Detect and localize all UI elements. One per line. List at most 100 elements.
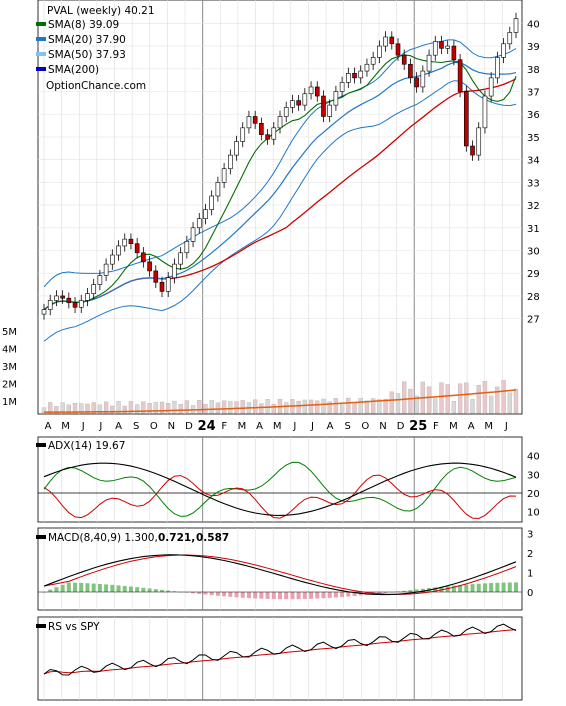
adx-label: ADX(14) 19.67 <box>48 440 125 452</box>
macd-hist-bar <box>482 583 487 592</box>
volume-bar <box>464 382 469 414</box>
panel-frame <box>37 616 523 701</box>
macd-hist-bar <box>85 583 90 592</box>
adx-tick-label: 30 <box>527 470 540 481</box>
volume-bar <box>184 400 189 414</box>
x-tick-label: A <box>468 421 475 432</box>
candle-body <box>321 95 326 117</box>
macd-hist-bar <box>54 587 59 592</box>
y-tick-label: 36 <box>527 110 540 121</box>
macd-hist-bar <box>203 592 208 595</box>
macd-hist-bar <box>234 592 239 598</box>
candle-body <box>451 45 457 61</box>
volume-bar <box>321 398 326 414</box>
macd-hist-bar <box>79 582 84 592</box>
volume-bar <box>327 401 332 414</box>
x-tick-label: O <box>150 421 158 432</box>
candle-body <box>165 277 171 292</box>
macd-hist-bar <box>333 592 338 598</box>
macd-hist-bar <box>514 582 518 592</box>
macd-hist-bar <box>116 585 121 592</box>
volume-bar <box>457 383 463 414</box>
macd-swatch <box>36 535 46 539</box>
macd-hist-bar <box>222 592 227 597</box>
x-tick-label: F <box>221 421 227 432</box>
candle-body <box>408 63 413 79</box>
x-tick-label: D <box>185 421 193 432</box>
candle-body <box>128 238 134 244</box>
volume-bar <box>265 399 270 414</box>
candle-body <box>153 270 159 283</box>
volume-bar <box>371 398 376 414</box>
x-tick-label: M <box>449 421 458 432</box>
macd-tick-label: 0 <box>527 588 533 599</box>
volume-bar <box>122 405 127 414</box>
candle-body <box>134 243 140 254</box>
y-tick-label: 30 <box>527 247 540 258</box>
volume-bar <box>253 399 258 414</box>
volume-bar <box>315 400 320 414</box>
volume-bar <box>482 381 488 414</box>
candle-body <box>91 284 96 294</box>
candle-body <box>377 45 382 58</box>
macd-hist-bar <box>302 592 307 599</box>
candle-body <box>495 57 500 79</box>
volume-bar <box>221 400 227 414</box>
volume-tick-label: 5M <box>2 327 17 338</box>
volume-bar <box>72 402 78 414</box>
macd-hist-bar <box>104 584 109 592</box>
volume-panel <box>41 380 519 414</box>
volume-bar <box>147 402 152 414</box>
macd-hist-bar <box>420 588 425 592</box>
candle-body <box>302 93 308 106</box>
candle-body <box>116 245 121 256</box>
macd-hist-bar <box>122 585 127 592</box>
candle-body <box>72 302 78 308</box>
macd-hist-bar <box>501 582 506 592</box>
candle-body <box>122 238 128 247</box>
candle-body <box>426 54 432 72</box>
candle-body <box>314 86 320 97</box>
candle-body <box>234 141 239 156</box>
volume-bar <box>110 405 115 414</box>
macd-hist-bar <box>197 592 202 594</box>
volume-bar <box>228 401 233 414</box>
macd-hist-bar <box>184 592 189 593</box>
volume-bar <box>48 402 53 414</box>
macd-hist-bar <box>476 583 481 592</box>
price-title: PVAL (weekly) 40.21 <box>47 5 155 17</box>
candle-body <box>432 41 438 56</box>
legend-sma50: SMA(50) 37.93 <box>48 49 126 61</box>
x-tick-label: F <box>433 421 439 432</box>
volume-bar <box>358 397 363 414</box>
macd-hist-bar <box>489 583 494 592</box>
volume-bar <box>166 403 171 414</box>
candle-body <box>457 59 463 92</box>
volume-bar <box>302 399 307 414</box>
minus-di-line <box>43 474 517 520</box>
macd-hist-bar <box>327 592 332 598</box>
candle-body <box>501 43 506 58</box>
volume-bar <box>271 403 276 414</box>
legend-sma20: SMA(20) 37.90 <box>48 34 126 46</box>
macd-label: MACD(8,40,9) 1.300, <box>48 532 158 544</box>
x-tick-label: J <box>81 421 85 432</box>
legend-sma8: SMA(8) 39.09 <box>48 19 119 31</box>
macd-hist-bar <box>135 587 140 592</box>
candle-body <box>85 293 90 301</box>
rs-panel <box>43 623 517 676</box>
macd-signal-line <box>43 554 517 595</box>
macd-hist-bar <box>321 592 326 599</box>
macd-hist-bar <box>110 584 115 592</box>
candle-body <box>265 134 270 140</box>
candle-body <box>209 195 214 210</box>
macd-hist-bar <box>66 582 71 592</box>
macd-hist-bar <box>470 584 475 592</box>
volume-bar <box>402 381 407 414</box>
candle-body <box>346 73 351 83</box>
legend-swatch-sma8 <box>36 22 46 26</box>
candle-body <box>470 145 475 156</box>
candle-body <box>228 154 233 170</box>
candle-body <box>221 168 227 183</box>
y-tick-label: 35 <box>527 133 540 144</box>
